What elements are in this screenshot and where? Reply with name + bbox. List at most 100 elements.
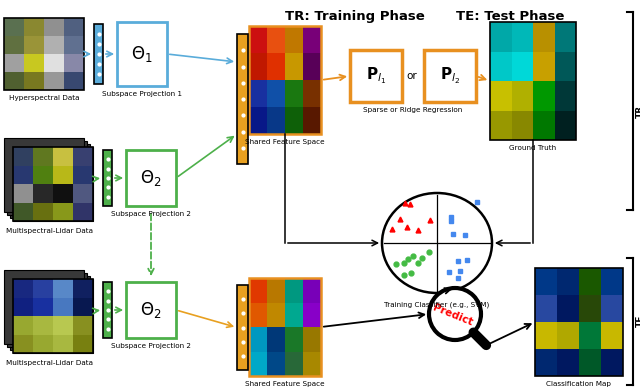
Bar — [24, 54, 44, 72]
Bar — [535, 268, 557, 295]
Bar — [249, 53, 267, 80]
Bar — [249, 278, 267, 303]
Bar — [267, 327, 285, 352]
Bar — [13, 279, 93, 353]
Bar — [4, 54, 24, 72]
Bar — [303, 53, 321, 80]
Bar — [554, 52, 576, 81]
Bar — [53, 166, 73, 184]
Text: Hyperspectral Data: Hyperspectral Data — [9, 95, 79, 101]
Bar — [73, 316, 93, 334]
Text: Training Classifier (e.g., SVM): Training Classifier (e.g., SVM) — [385, 302, 490, 308]
Text: $\mathbf{P}_{l_2}$: $\mathbf{P}_{l_2}$ — [440, 66, 460, 86]
Bar — [557, 349, 579, 376]
Bar — [490, 111, 511, 140]
Bar — [13, 184, 33, 203]
Text: TR: TR — [636, 104, 640, 118]
Bar — [267, 303, 285, 327]
Bar — [33, 316, 53, 334]
Bar — [249, 26, 267, 53]
Bar — [10, 276, 90, 350]
Bar — [249, 352, 267, 376]
Bar — [601, 295, 623, 322]
Text: Subspace Projection 1: Subspace Projection 1 — [102, 91, 182, 97]
Bar — [554, 81, 576, 111]
Text: Shared Feature Space: Shared Feature Space — [245, 139, 325, 145]
Text: $\Theta_2$: $\Theta_2$ — [140, 300, 162, 320]
Bar — [285, 107, 303, 134]
Text: $\mathbf{P}_{l_1}$: $\mathbf{P}_{l_1}$ — [366, 66, 386, 86]
Bar — [303, 26, 321, 53]
Bar — [511, 111, 533, 140]
Bar — [533, 111, 554, 140]
Bar — [24, 72, 44, 90]
Text: $\Theta_2$: $\Theta_2$ — [140, 168, 162, 188]
Bar — [285, 26, 303, 53]
Bar — [554, 22, 576, 52]
Bar — [33, 166, 53, 184]
Bar — [303, 303, 321, 327]
Bar — [4, 36, 24, 54]
Bar — [4, 72, 24, 90]
Bar — [533, 52, 554, 81]
Bar — [579, 268, 601, 295]
Bar — [267, 80, 285, 107]
Bar — [303, 278, 321, 303]
Bar — [13, 203, 33, 221]
Bar — [557, 268, 579, 295]
Bar — [103, 150, 112, 206]
Bar — [490, 52, 511, 81]
Bar — [53, 279, 73, 298]
Bar — [44, 72, 64, 90]
Bar — [535, 295, 557, 322]
Text: TE: TE — [636, 315, 640, 327]
Bar — [13, 298, 33, 316]
Bar — [303, 80, 321, 107]
Bar — [237, 34, 248, 164]
Bar — [350, 50, 402, 102]
Bar — [285, 327, 303, 352]
Bar — [73, 184, 93, 203]
Bar — [73, 334, 93, 353]
Bar — [103, 282, 112, 338]
Bar — [285, 303, 303, 327]
Bar — [33, 334, 53, 353]
Bar — [601, 268, 623, 295]
Bar — [557, 295, 579, 322]
Bar — [73, 298, 93, 316]
Bar — [13, 147, 93, 221]
Bar — [285, 352, 303, 376]
Bar — [24, 36, 44, 54]
Bar — [13, 334, 33, 353]
Text: Multispectral-Lidar Data: Multispectral-Lidar Data — [6, 228, 93, 234]
Bar — [33, 279, 53, 298]
Bar — [303, 352, 321, 376]
Bar — [73, 279, 93, 298]
Bar — [579, 349, 601, 376]
Bar — [53, 298, 73, 316]
Text: Ground Truth: Ground Truth — [509, 145, 557, 151]
Bar — [13, 166, 33, 184]
Bar — [33, 298, 53, 316]
Bar — [511, 22, 533, 52]
Text: TE: Test Phase: TE: Test Phase — [456, 10, 564, 23]
Bar — [64, 18, 84, 36]
Bar — [249, 80, 267, 107]
Bar — [579, 295, 601, 322]
Bar — [285, 278, 303, 303]
Bar — [557, 322, 579, 349]
Bar — [249, 327, 267, 352]
Bar — [44, 36, 64, 54]
Bar — [535, 268, 623, 376]
Bar — [73, 166, 93, 184]
Bar — [303, 107, 321, 134]
Bar — [13, 147, 93, 221]
Bar — [117, 22, 167, 86]
Bar — [237, 285, 248, 370]
Bar — [267, 26, 285, 53]
Text: Sparse or Ridge Regression: Sparse or Ridge Regression — [364, 107, 463, 113]
Bar — [4, 18, 24, 36]
Bar — [533, 22, 554, 52]
Bar — [44, 54, 64, 72]
Bar — [33, 203, 53, 221]
